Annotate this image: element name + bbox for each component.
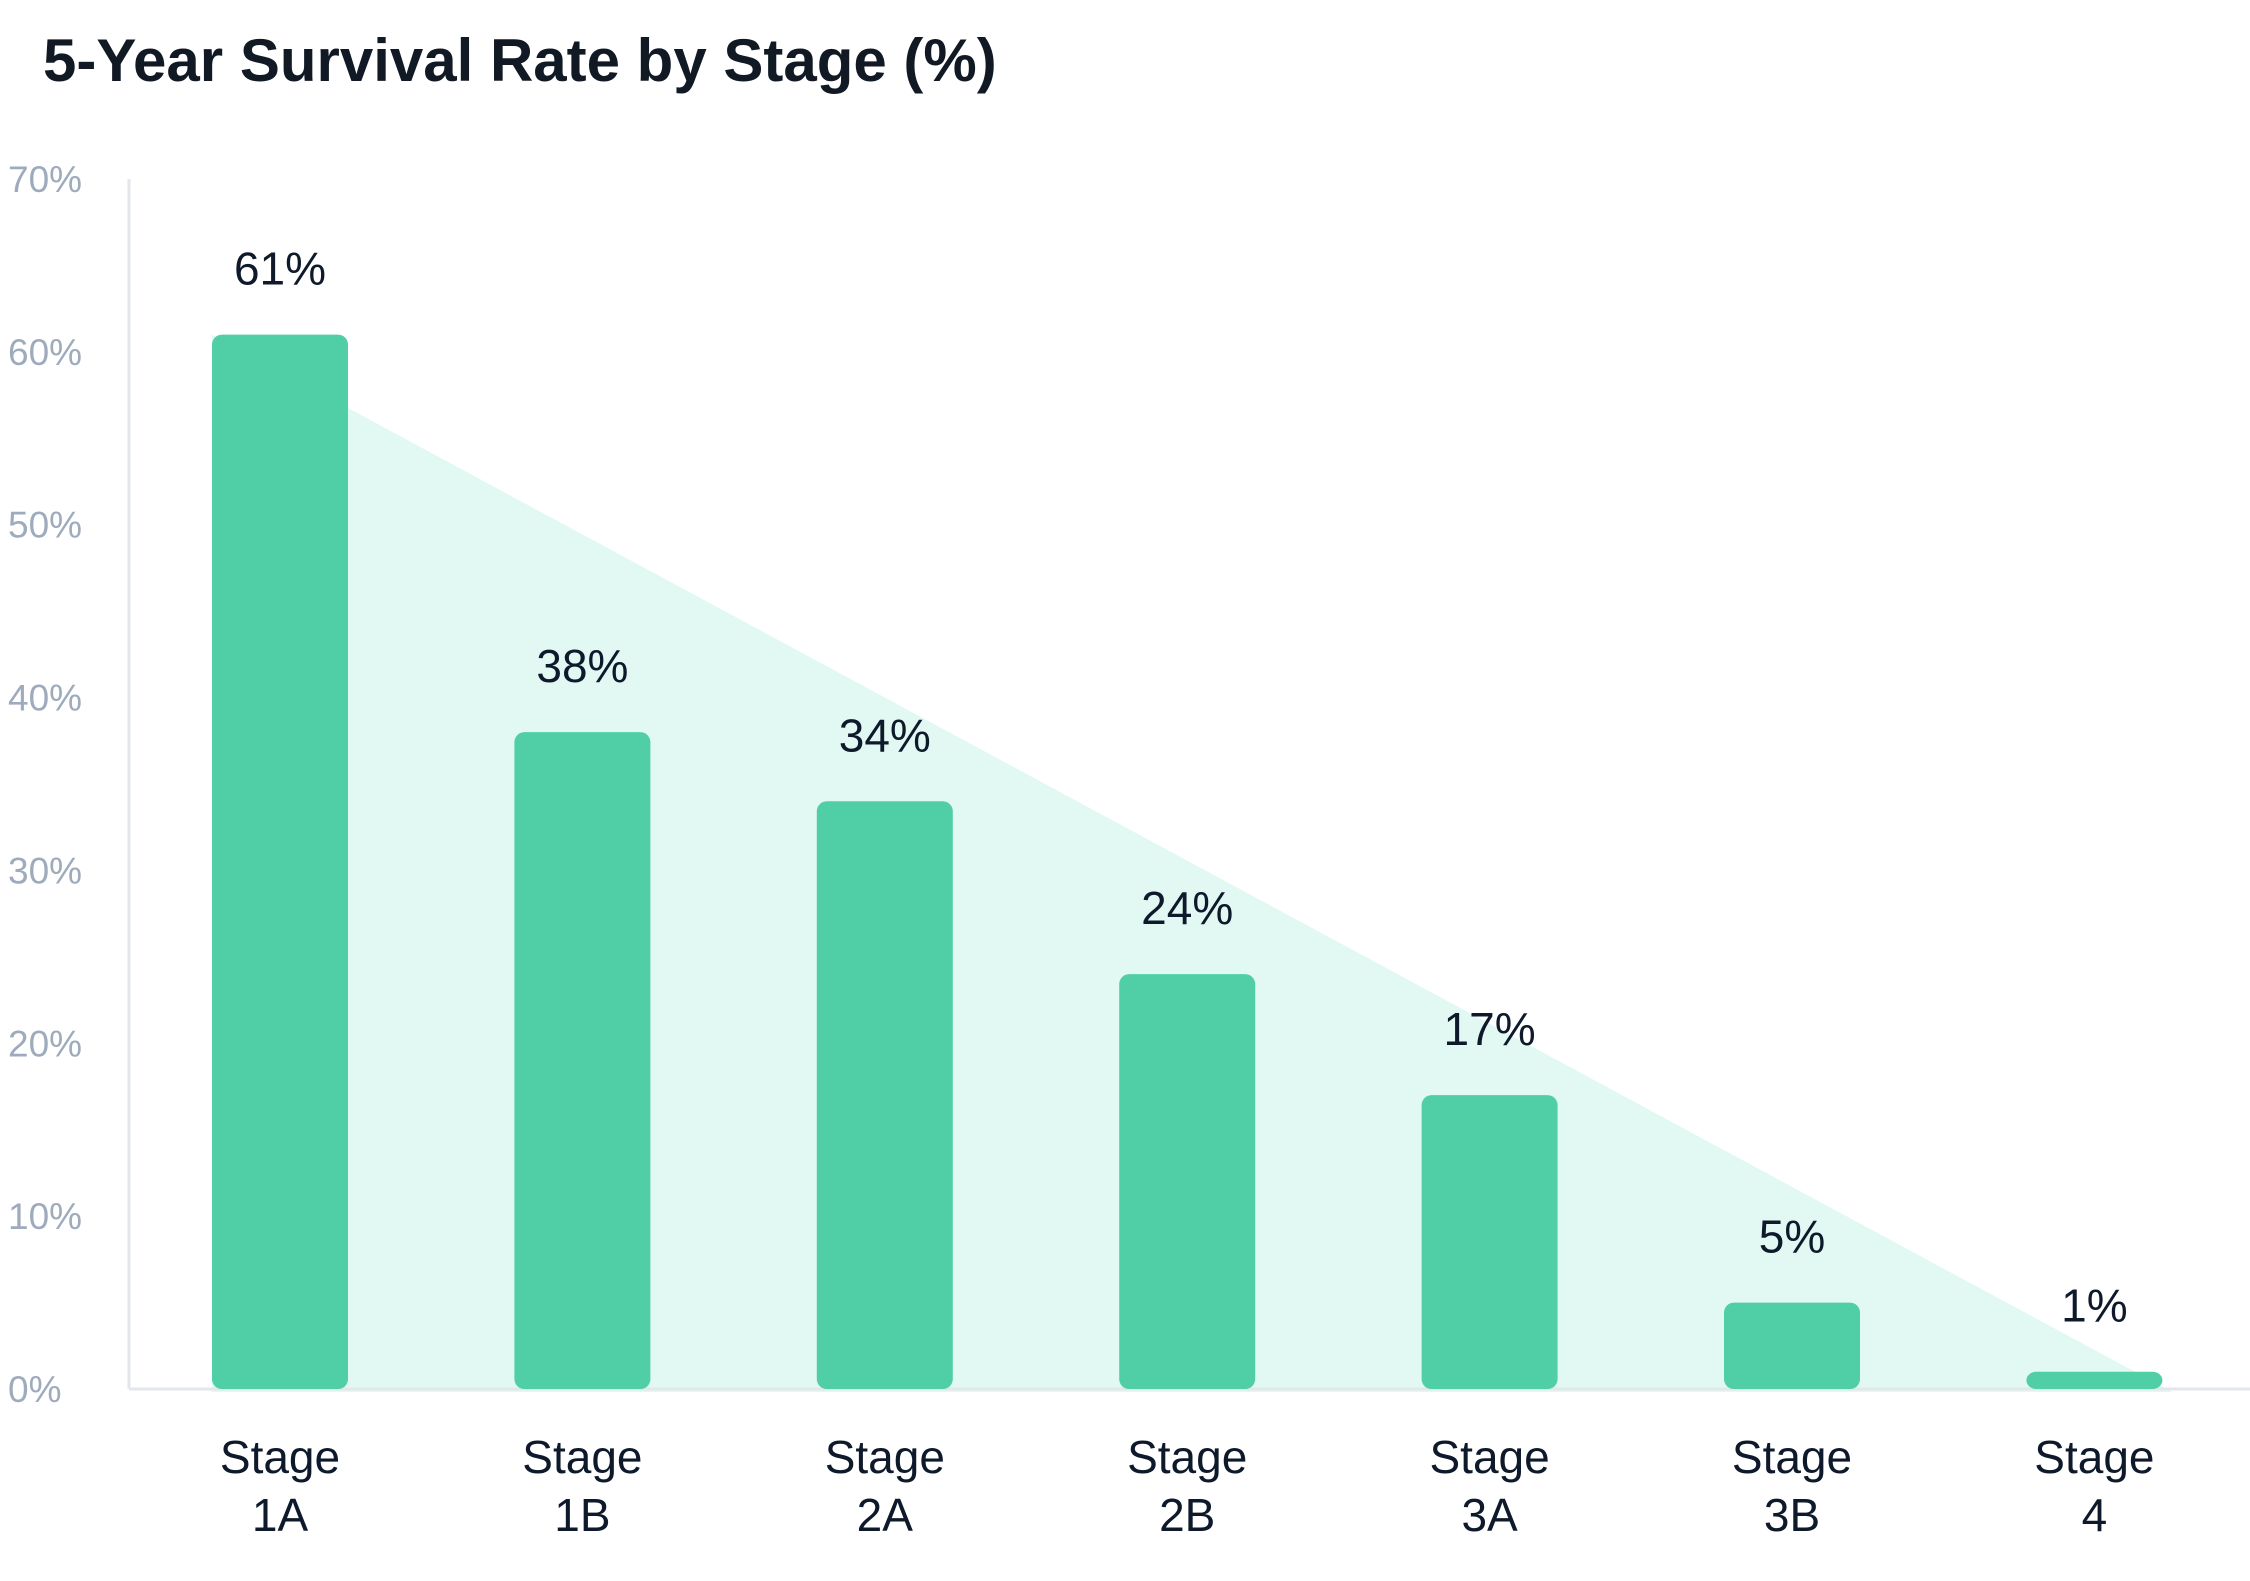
x-tick-label: 2A [857, 1489, 914, 1541]
data-label: 24% [1141, 882, 1233, 934]
y-tick-label: 50% [8, 505, 82, 546]
bar [2026, 1371, 2163, 1389]
y-tick-label: 10% [8, 1196, 82, 1237]
y-tick-label: 20% [8, 1023, 82, 1064]
bar [1421, 1095, 1558, 1389]
x-tick-label: 3A [1461, 1489, 1518, 1541]
y-tick-label: 0% [8, 1369, 61, 1410]
y-tick-label: 60% [8, 332, 82, 373]
bar [1724, 1302, 1860, 1389]
bar [816, 801, 953, 1389]
bar [514, 732, 651, 1389]
y-tick-label: 40% [8, 678, 82, 719]
x-tick-label: 1A [252, 1489, 309, 1541]
data-label: 17% [1444, 1003, 1536, 1055]
x-tick-label: Stage [1127, 1431, 1247, 1483]
x-tick-label: Stage [522, 1431, 642, 1483]
x-tick-label: 2B [1159, 1489, 1215, 1541]
x-tick-label: 4 [2082, 1489, 2108, 1541]
x-tick-label: 1B [554, 1489, 610, 1541]
x-tick-label: Stage [2034, 1431, 2154, 1483]
data-label: 5% [1759, 1211, 1825, 1263]
x-tick-label: Stage [220, 1431, 340, 1483]
data-label: 1% [2061, 1280, 2127, 1332]
bar [212, 334, 348, 1390]
data-label: 61% [234, 243, 326, 295]
x-tick-label: Stage [1732, 1431, 1852, 1483]
data-label: 34% [839, 709, 931, 761]
trend-area [212, 334, 2173, 1393]
chart-title: 5-Year Survival Rate by Stage (%) [43, 27, 997, 94]
x-tick-label: 3B [1764, 1489, 1820, 1541]
bar [1119, 974, 1256, 1389]
x-tick-label: Stage [1429, 1431, 1549, 1483]
y-tick-label: 70% [8, 159, 82, 200]
data-label: 38% [536, 640, 628, 692]
x-tick-label: Stage [825, 1431, 945, 1483]
y-tick-label: 30% [8, 850, 82, 891]
